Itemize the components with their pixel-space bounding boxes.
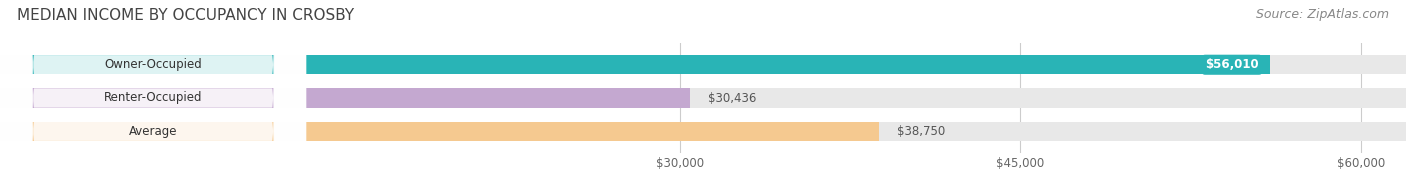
Text: $56,010: $56,010 <box>1205 58 1258 71</box>
Text: Average: Average <box>129 125 177 138</box>
Bar <box>0 88 1406 108</box>
Text: Owner-Occupied: Owner-Occupied <box>104 58 202 71</box>
Text: Source: ZipAtlas.com: Source: ZipAtlas.com <box>1256 8 1389 21</box>
Bar <box>0 122 879 141</box>
Text: MEDIAN INCOME BY OCCUPANCY IN CROSBY: MEDIAN INCOME BY OCCUPANCY IN CROSBY <box>17 8 354 23</box>
FancyBboxPatch shape <box>0 0 307 196</box>
Text: $38,750: $38,750 <box>897 125 945 138</box>
FancyBboxPatch shape <box>0 0 307 196</box>
Text: $30,436: $30,436 <box>709 92 756 104</box>
Bar <box>0 88 690 108</box>
Bar <box>0 55 1406 74</box>
Bar <box>0 55 1270 74</box>
Text: Renter-Occupied: Renter-Occupied <box>104 92 202 104</box>
FancyBboxPatch shape <box>0 0 307 196</box>
Bar <box>0 122 1406 141</box>
